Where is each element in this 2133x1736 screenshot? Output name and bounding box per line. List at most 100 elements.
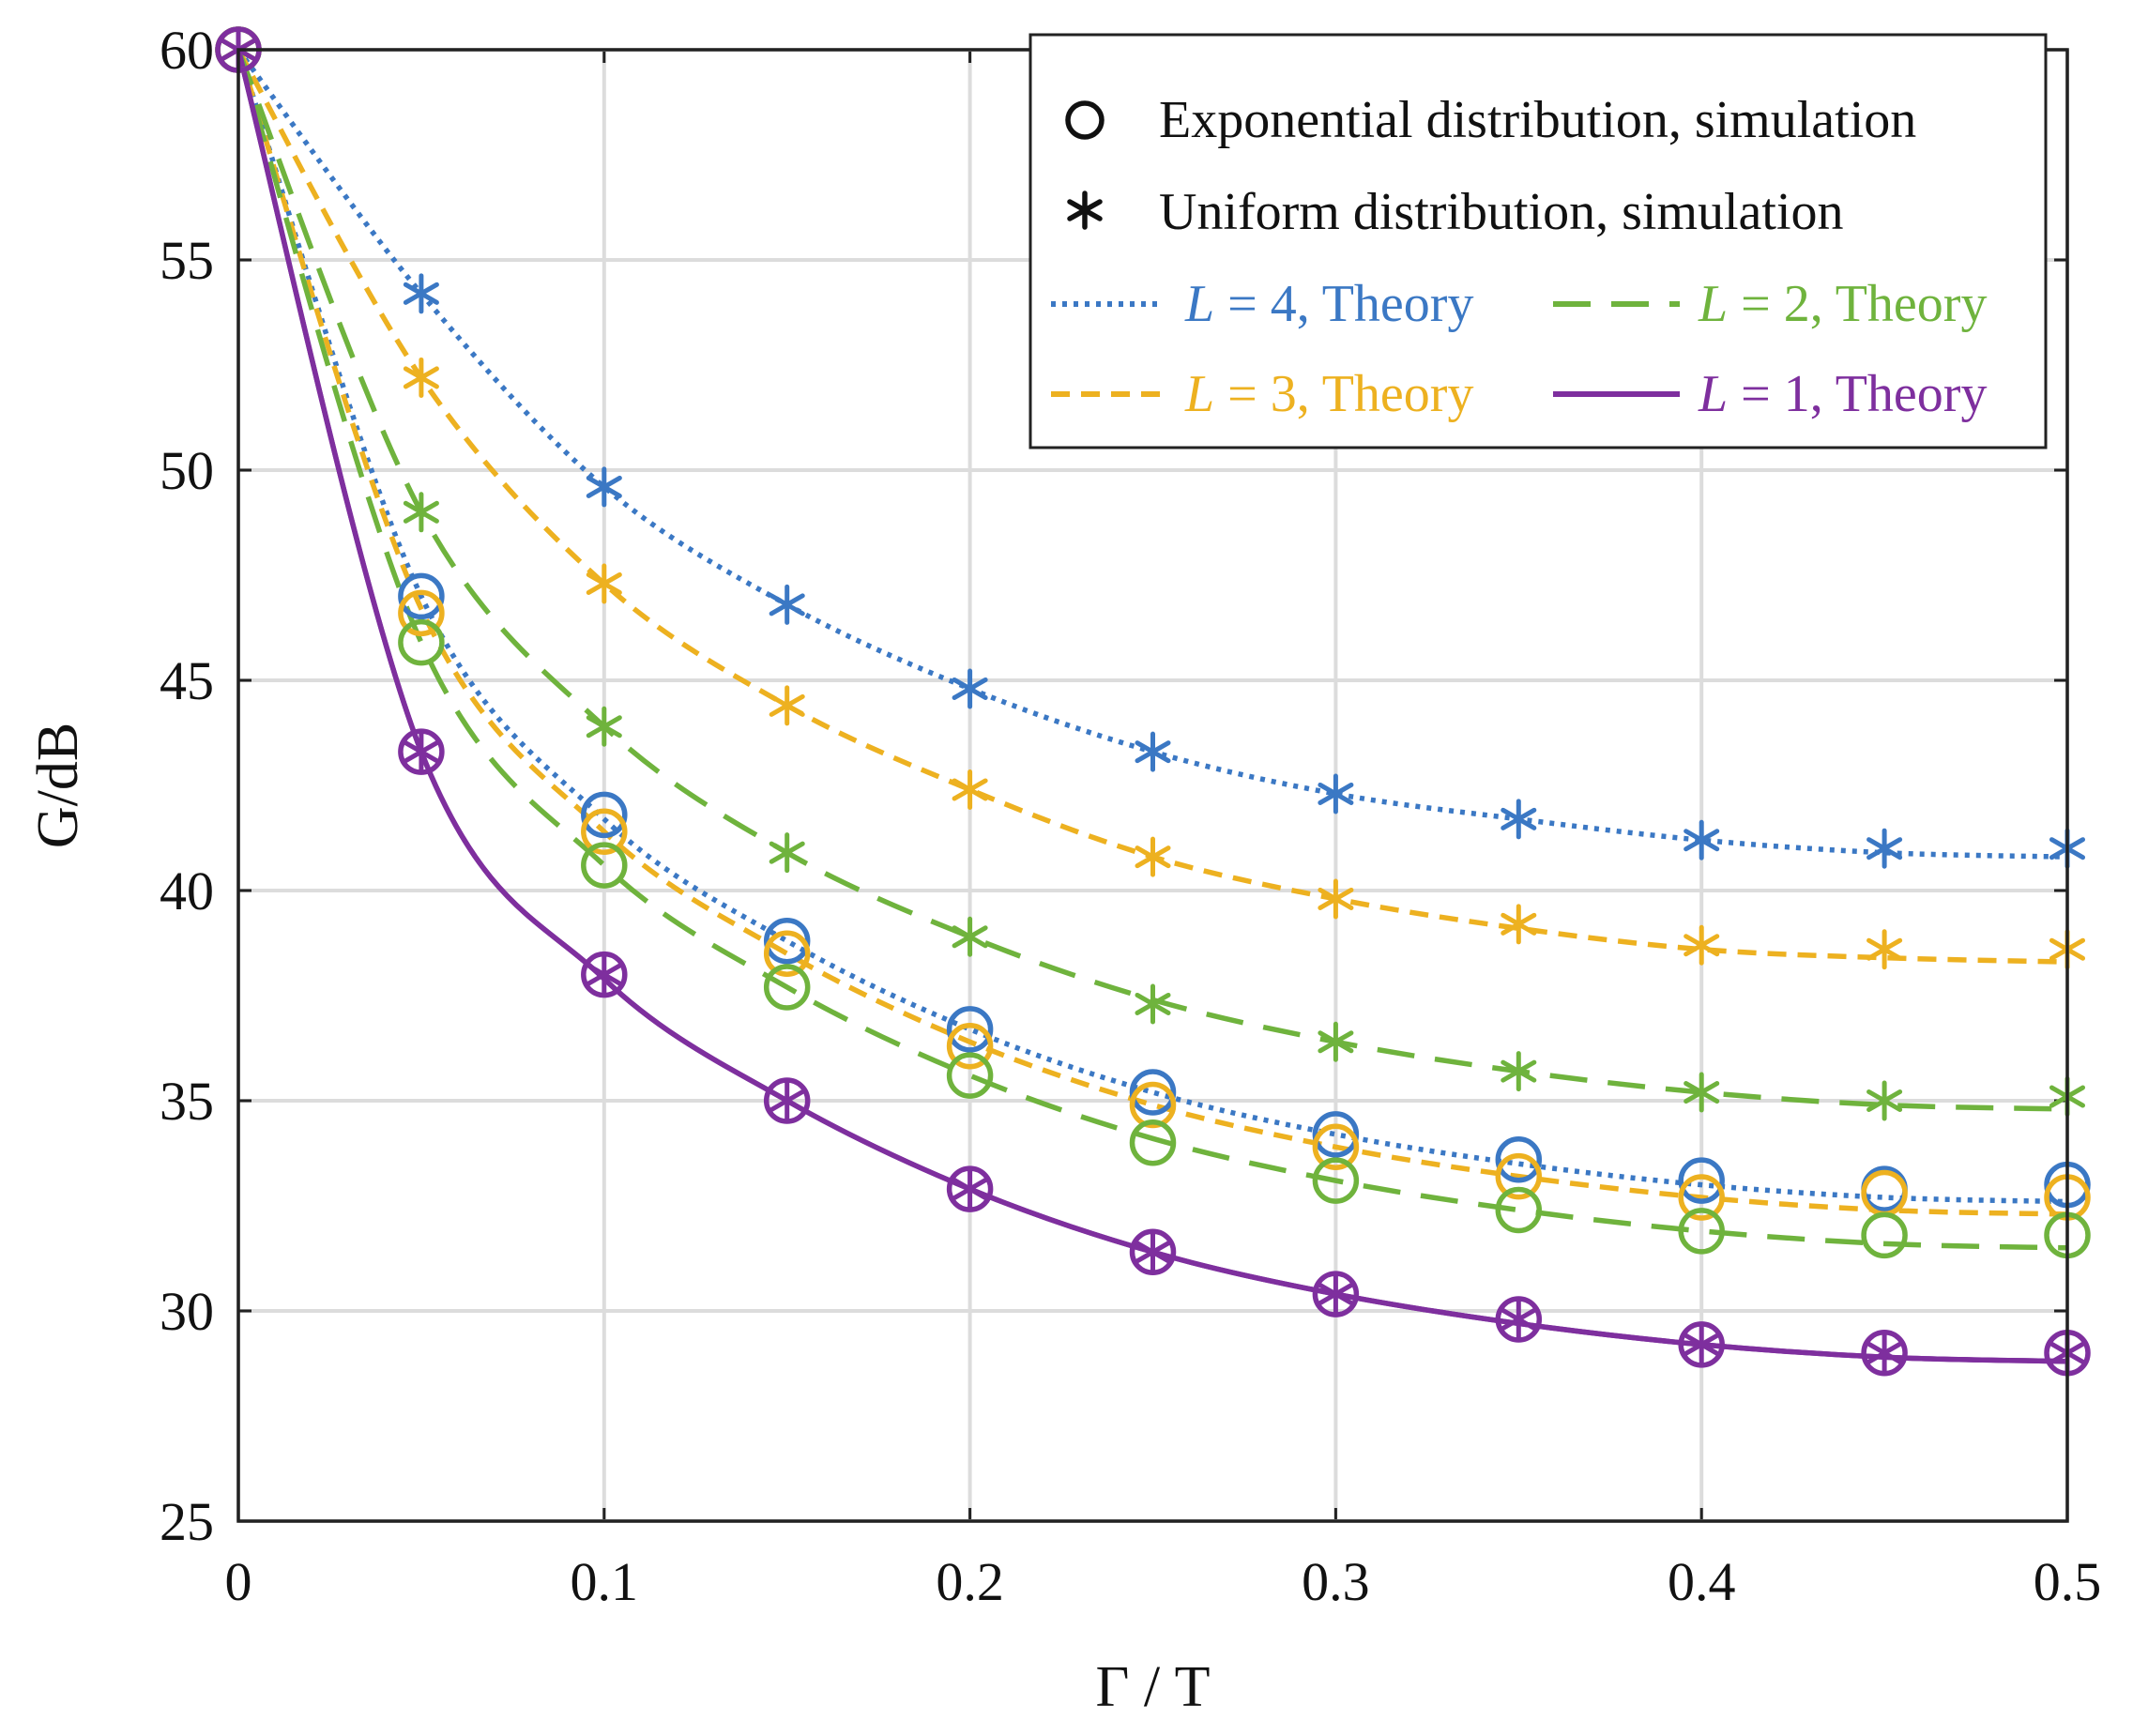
legend-l2-symbol: L	[1698, 275, 1728, 333]
x-tick-label: 0.3	[1302, 1551, 1370, 1612]
asterisk-stroke	[1501, 1059, 1537, 1083]
asterisk-stroke	[1135, 992, 1171, 1015]
series-l1-uni-sim-point	[586, 954, 622, 996]
series-l3-exp-sim-point	[1495, 1152, 1543, 1200]
x-tick-label: 0	[225, 1551, 252, 1612]
asterisk-stroke	[952, 778, 988, 801]
legend-exponential-label: Exponential distribution, simulation	[1159, 91, 1916, 149]
series-l1-exp-sim-point	[946, 1165, 994, 1212]
x-tick-label: 0.5	[2034, 1551, 2102, 1612]
series-l4-uni-sim-point	[952, 668, 988, 709]
series-l2-uni-sim-point	[769, 832, 805, 874]
series-l2-uni-sim-point	[1684, 1072, 1720, 1113]
series-l1-uni-sim-point	[1135, 1231, 1171, 1272]
asterisk-stroke	[769, 1089, 805, 1112]
series-l4-uni-sim-point	[1318, 773, 1354, 815]
legend-l4-text: = 4, Theory	[1227, 275, 1473, 333]
series-l3-uni-sim-point	[403, 357, 439, 398]
series-l4-theory-exponential-line	[236, 49, 2068, 1205]
legend-l1-text: = 1, Theory	[1741, 365, 1987, 423]
series-l4-exp-sim-point	[581, 791, 628, 839]
series-l4-uni-sim-point	[1684, 819, 1720, 860]
series-l2-uni-sim-point	[586, 706, 622, 747]
series-l4-uni-sim-point	[1501, 799, 1537, 840]
y-tick-label: 40	[160, 860, 214, 921]
asterisk-stroke	[1684, 829, 1720, 852]
y-tick-label: 50	[160, 440, 214, 501]
series-l2-uni-sim-point	[1135, 983, 1171, 1025]
series-l1-exp-sim-point	[1495, 1296, 1543, 1343]
legend-uniform-label: Uniform distribution, simulation	[1159, 183, 1844, 241]
asterisk-stroke	[769, 693, 805, 717]
y-tick-label: 25	[160, 1491, 214, 1552]
asterisk-stroke	[1501, 1307, 1537, 1331]
series-l2-exp-sim-point	[763, 964, 811, 1011]
asterisk-stroke	[1135, 1241, 1171, 1264]
legend-l1-symbol: L	[1698, 365, 1728, 423]
series-l4-uni-sim-point	[403, 273, 439, 314]
asterisk-stroke	[1135, 740, 1171, 764]
y-tick-label: 55	[160, 230, 214, 291]
series-l1-exp-sim-point	[1129, 1228, 1177, 1276]
series-l1-exp-sim-point	[1861, 1330, 1908, 1377]
series-l2-uni-sim-point	[1318, 1021, 1354, 1062]
series-l2-exp-sim-point	[581, 842, 628, 889]
legend-l3-symbol: L	[1184, 365, 1214, 423]
asterisk-stroke	[1684, 1081, 1720, 1104]
legend-l3-text: = 3, Theory	[1227, 365, 1473, 423]
legend: Exponential distribution, simulation Uni…	[1028, 33, 2048, 449]
series-l3-uni-sim-point	[586, 563, 622, 604]
asterisk-stroke	[1501, 807, 1537, 830]
series-l1-uni-sim-point	[769, 1080, 805, 1121]
asterisk-stroke	[952, 677, 988, 700]
series-l1-uni-sim-point	[1866, 1332, 1903, 1374]
asterisk-stroke	[769, 593, 805, 617]
series-l2-exp-sim-point	[1861, 1211, 1908, 1259]
series-l3-uni-sim-point	[952, 769, 988, 810]
series-l1-uni-sim-point	[403, 731, 439, 772]
series-l3-exp-sim-point	[1678, 1174, 1725, 1221]
asterisk-stroke	[586, 715, 622, 739]
series-l3-uni-sim-point	[1135, 836, 1171, 877]
legend-box	[1028, 33, 2048, 449]
series-l2-theory-uniform-line	[236, 48, 2068, 1112]
series-l4-exp-sim-point	[946, 1006, 994, 1053]
series-l3-exp-sim-point	[581, 808, 628, 856]
y-tick-label: 60	[160, 20, 214, 81]
legend-exponential-marker	[1065, 100, 1105, 140]
tick-labels: 0 0.1 0.2 0.3 0.4 0.5 25 30 35 40 45 50 55 60	[160, 20, 2101, 1612]
series-l1-exp-sim-point	[398, 728, 445, 775]
x-axis-label: Γ / T	[1096, 1655, 1211, 1719]
series-l2-uni-sim-point	[403, 492, 439, 533]
asterisk-stroke	[1135, 845, 1171, 869]
series-l4-exp-sim-point	[1495, 1135, 1543, 1183]
series-l2-theory-exponential-line	[236, 49, 2068, 1251]
series-l3-uni-sim-point	[769, 685, 805, 726]
x-tick-label: 0.1	[571, 1551, 639, 1612]
y-tick-label: 30	[160, 1281, 214, 1342]
series-l2-exp-sim-point	[1312, 1157, 1360, 1204]
legend-l4-symbol: L	[1184, 275, 1214, 333]
legend-l4-label: L = 4, Theory	[1184, 275, 1473, 333]
series-l2-uni-sim-point	[952, 916, 988, 957]
series-l1-uni-sim-point	[1684, 1324, 1720, 1365]
x-tick-label: 0.4	[1668, 1551, 1736, 1612]
series-l4-exp-sim-point	[1678, 1157, 1725, 1204]
asterisk-stroke	[403, 366, 439, 389]
series-l3-uni-sim-point	[1318, 878, 1354, 920]
asterisk-stroke	[1866, 1089, 1903, 1112]
series-l3-exp-sim-point	[398, 589, 445, 637]
series-l1-exp-sim-point	[581, 951, 628, 998]
series-l3-uni-sim-point	[1501, 904, 1537, 945]
asterisk-stroke	[952, 925, 988, 949]
series-l3-uni-sim-point	[1684, 924, 1720, 966]
y-tick-label: 35	[160, 1071, 214, 1132]
legend-l2-text: = 2, Theory	[1741, 275, 1987, 333]
asterisk-stroke	[1684, 1332, 1720, 1356]
series-l4-exp-sim-point	[1312, 1111, 1360, 1158]
series-l4-exp-sim-point	[1129, 1069, 1177, 1116]
series-l1-uni-sim-point	[1501, 1299, 1537, 1340]
asterisk-stroke	[1318, 1283, 1354, 1306]
asterisk-stroke	[1318, 1030, 1354, 1054]
